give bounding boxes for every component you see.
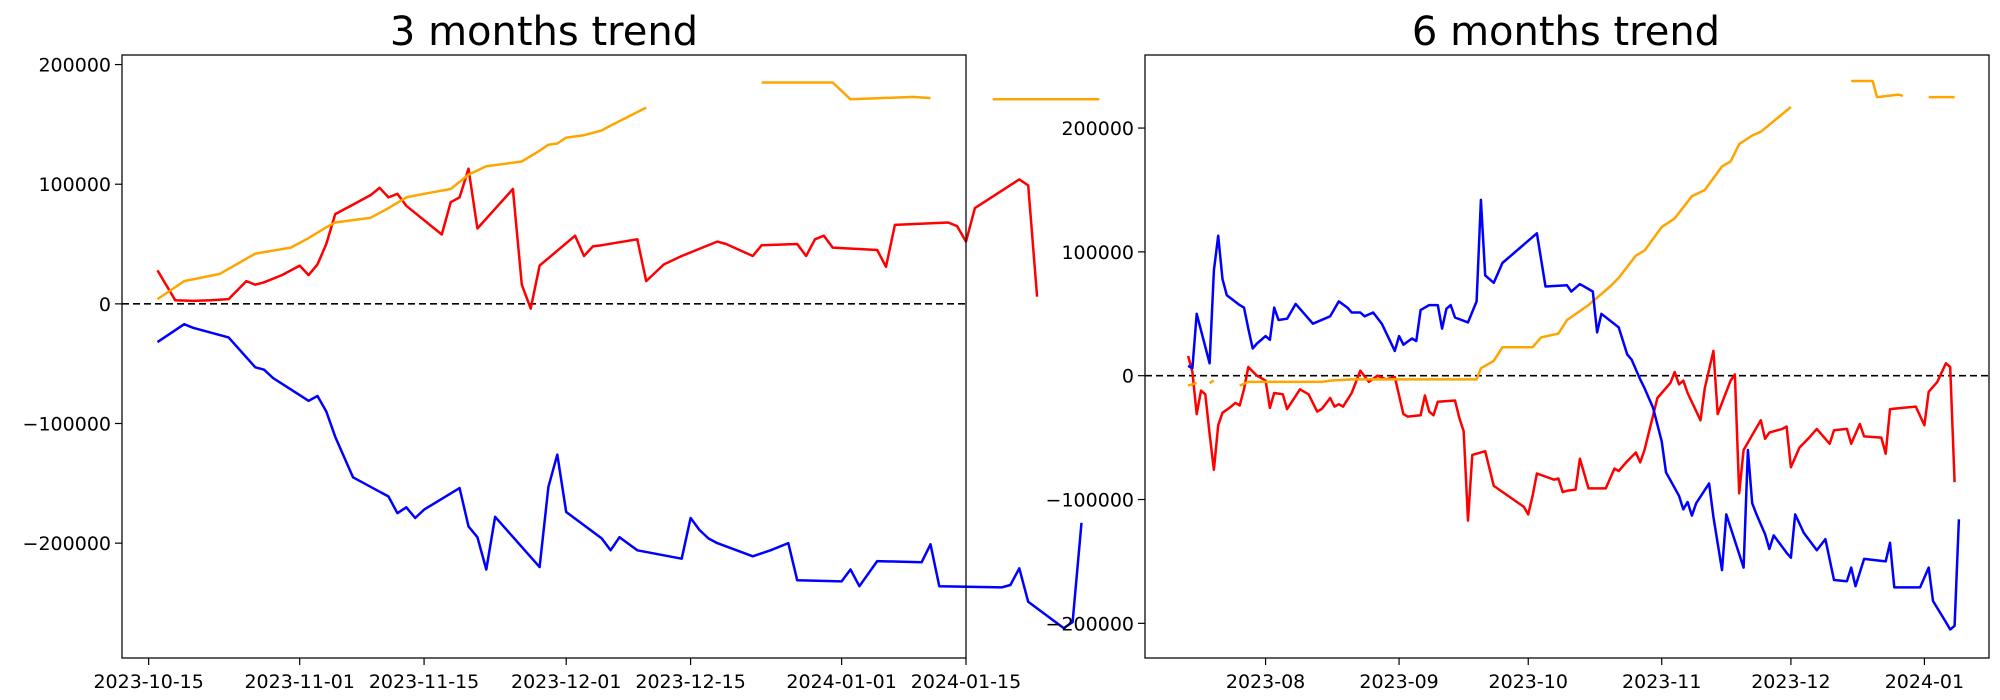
chart-title: 3 months trend <box>390 9 698 55</box>
x-tick-label: 2023-10 <box>1489 671 1568 693</box>
x-tick-label: 2023-11-15 <box>369 671 479 693</box>
y-tick-label: 200000 <box>38 55 111 77</box>
series-line <box>1186 349 1956 522</box>
x-tick-label: 2023-12-01 <box>511 671 621 693</box>
x-tick-label: 2023-12-15 <box>635 671 745 693</box>
plot-frame <box>121 54 967 659</box>
x-tick-label: 2023-11-01 <box>244 671 354 693</box>
plot-layer <box>1145 79 1989 631</box>
series-line <box>156 106 647 301</box>
series-line <box>761 81 931 101</box>
y-tick-label: 100000 <box>38 174 111 196</box>
y-tick-label: 100000 <box>1061 242 1134 264</box>
y-tick-label: −100000 <box>23 414 111 436</box>
x-tick-label: 2023-08 <box>1226 671 1305 693</box>
chart-title: 6 months trend <box>1412 9 1720 55</box>
y-tick-label: 0 <box>1122 366 1134 388</box>
series-line <box>156 167 1039 310</box>
series-line <box>1187 381 1198 387</box>
y-tick-label: 200000 <box>1061 118 1134 140</box>
axes-layer: 200000 100000 0 −100000 −200000 2023-10-15 202… <box>23 55 1022 693</box>
series-line <box>1208 379 1215 385</box>
series-line <box>1187 198 1961 631</box>
x-tick-label: 2024-01 <box>1885 671 1964 693</box>
x-tick-label: 2023-11 <box>1622 671 1701 693</box>
axes-layer: 200000 100000 0 −100000 −200000 2023-08 2023-0… <box>1046 118 1965 693</box>
series-line <box>156 322 1083 630</box>
y-tick-label: −200000 <box>1046 613 1134 635</box>
x-tick-label: 2024-01-01 <box>786 671 896 693</box>
x-tick-label: 2023-09 <box>1359 671 1438 693</box>
x-tick-label: 2023-10-15 <box>93 671 203 693</box>
series-line <box>1851 79 1904 99</box>
chart-6-months: 6 months trend 200000 100000 0 −100000 −2000… <box>1046 9 1990 693</box>
y-tick-label: −100000 <box>1046 490 1134 512</box>
y-tick-label: −200000 <box>23 533 111 555</box>
x-tick-label: 2023-12 <box>1751 671 1830 693</box>
plot-frame <box>1144 54 1990 659</box>
plot-layer <box>122 81 1100 630</box>
chart-3-months: 3 months trend 200000 100000 0 −100000 −2000… <box>23 9 1100 693</box>
series-line <box>1239 106 1792 387</box>
y-tick-label: 0 <box>99 294 111 316</box>
x-tick-label: 2024-01-15 <box>911 671 1021 693</box>
